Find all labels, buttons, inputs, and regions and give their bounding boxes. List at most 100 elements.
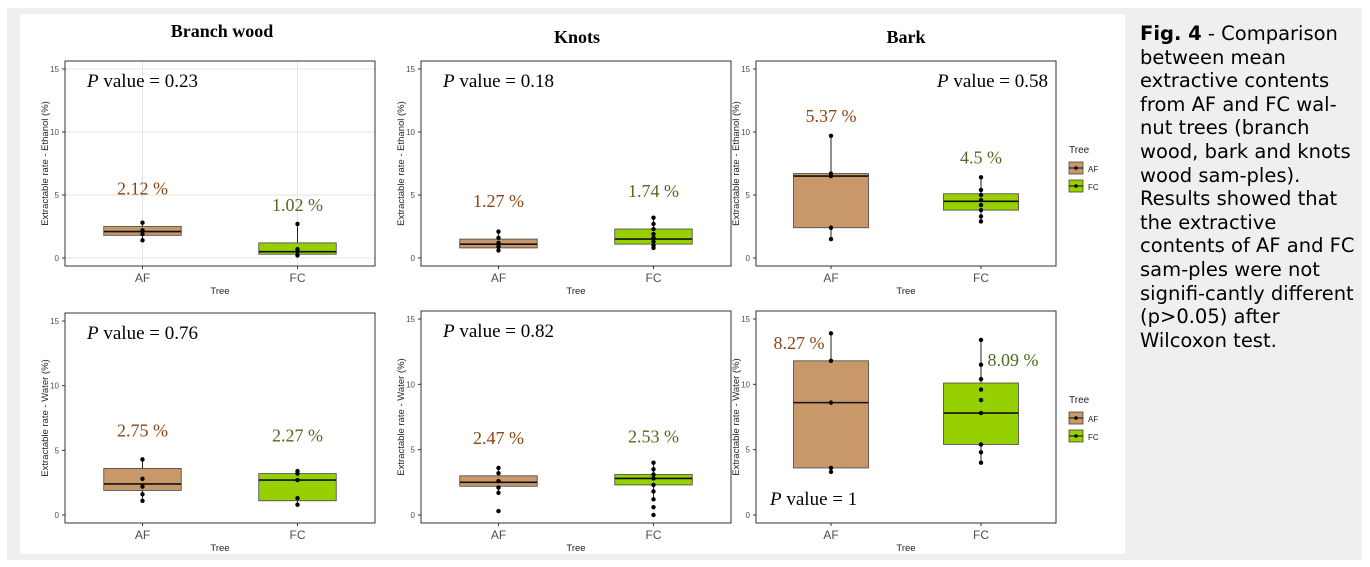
chart-panel: 0 5 10 15 Extractable rate - Water (%) AF FC Tr…: [731, 310, 1099, 554]
legend-entry-label: FC: [1088, 183, 1099, 192]
legend-entry-label: AF: [1088, 165, 1098, 174]
data-point: [140, 228, 145, 233]
data-point: [295, 253, 300, 258]
data-point: [978, 192, 984, 198]
data-point: [295, 477, 300, 483]
data-point: [651, 226, 656, 232]
data-point: [496, 229, 501, 234]
data-point: [140, 484, 145, 489]
legend-title: Tree: [1069, 145, 1090, 156]
data-point: [978, 450, 984, 455]
y-tick-label: 0: [746, 254, 751, 263]
box-AF: [793, 360, 869, 469]
data-point: [651, 221, 656, 227]
caption-text: - Comparison between mean extractive con…: [1140, 22, 1355, 352]
data-point: [978, 410, 984, 416]
y-tick-label: 10: [406, 380, 415, 389]
y-axis-label: Extractable rate - Water (%): [731, 358, 742, 475]
data-point: [978, 219, 984, 224]
data-point: [496, 244, 501, 249]
chart-title: Bark: [886, 27, 925, 47]
data-point: [651, 489, 656, 494]
data-point: [651, 215, 656, 220]
data-point: [978, 387, 984, 392]
y-tick-label: 15: [741, 65, 750, 74]
legend-entry-label: FC: [1088, 433, 1099, 442]
y-tick-label: 10: [50, 128, 59, 137]
y-tick-label: 0: [55, 254, 60, 263]
y-tick-label: 0: [411, 511, 416, 520]
y-tick-label: 15: [741, 315, 750, 324]
data-point: [651, 497, 656, 502]
y-tick-label: 15: [50, 65, 59, 74]
legend-title: Tree: [1069, 395, 1090, 406]
data-point: [295, 221, 300, 227]
chart-panel: Branch wood 0 5 10 15 Extractable rate - Etha…: [40, 21, 376, 297]
plot-border: [755, 310, 1057, 524]
mean-label: 1.02 %: [272, 195, 323, 215]
data-point: [978, 214, 984, 219]
caption-label: Fig. 4: [1140, 22, 1202, 45]
y-tick-label: 0: [411, 254, 416, 263]
data-point: [828, 171, 834, 176]
chart-panel: Knots 0 5 10 15 Extractable rate - Ethanol (%…: [396, 27, 732, 297]
plot-border: [755, 60, 1057, 267]
mean-label: 8.27 %: [774, 333, 825, 353]
legend-key-point: [1074, 184, 1078, 188]
data-point: [651, 460, 656, 465]
y-tick-label: 10: [50, 382, 59, 391]
mean-label: 1.74 %: [628, 181, 679, 201]
p-value: P value = 0.76: [86, 323, 198, 344]
data-point: [978, 337, 984, 343]
x-tick-label: AF: [823, 528, 838, 542]
x-tick-label: AF: [491, 271, 506, 285]
mean-label: 2.53 %: [628, 426, 679, 446]
data-point: [496, 478, 501, 484]
data-point: [140, 231, 145, 237]
y-axis-label: Extractable rate - Ethanol (%): [396, 101, 407, 226]
mean-label: 2.27 %: [272, 426, 323, 446]
x-tick-label: FC: [973, 271, 989, 285]
y-tick-label: 5: [55, 191, 60, 200]
data-point: [978, 207, 984, 213]
data-point: [978, 175, 984, 180]
chart-title: Branch wood: [171, 21, 274, 41]
mean-label: 8.09 %: [988, 350, 1039, 370]
data-point: [496, 240, 501, 246]
x-tick-label: FC: [290, 271, 306, 285]
data-point: [828, 358, 834, 364]
mean-label: 4.5 %: [960, 147, 1002, 167]
data-point: [978, 197, 984, 203]
data-point: [978, 187, 984, 193]
data-point: [295, 246, 300, 252]
p-value: P value = 0.23: [86, 71, 198, 92]
data-point: [978, 460, 984, 465]
data-point: [496, 485, 501, 490]
data-point: [828, 225, 834, 230]
data-point: [828, 400, 834, 405]
chart-panel: 0 5 10 15 Extractable rate - Water (%) AF FC Tr…: [40, 312, 376, 554]
legend-key-point: [1074, 166, 1078, 170]
plot-border: [64, 312, 376, 524]
figure-caption: Fig. 4 - Comparison between mean extract…: [1140, 22, 1362, 352]
x-axis-label: Tree: [210, 543, 229, 554]
data-point: [978, 376, 984, 382]
mean-label: 2.75 %: [117, 420, 168, 440]
data-point: [651, 472, 656, 477]
y-axis-label: Extractable rate - Ethanol (%): [731, 101, 742, 226]
data-point: [295, 495, 300, 501]
mean-label: 2.12 %: [117, 179, 168, 199]
data-point: [140, 220, 145, 225]
x-tick-label: AF: [135, 528, 150, 542]
y-tick-label: 10: [741, 380, 750, 389]
x-axis-label: Tree: [566, 286, 585, 297]
x-axis-label: Tree: [210, 286, 229, 297]
data-point: [828, 331, 834, 336]
y-tick-label: 15: [50, 317, 59, 326]
y-tick-label: 5: [411, 191, 416, 200]
x-tick-label: FC: [646, 271, 662, 285]
box-AF: [793, 173, 869, 229]
data-point: [651, 467, 656, 472]
data-point: [140, 238, 145, 243]
data-point: [978, 202, 984, 208]
